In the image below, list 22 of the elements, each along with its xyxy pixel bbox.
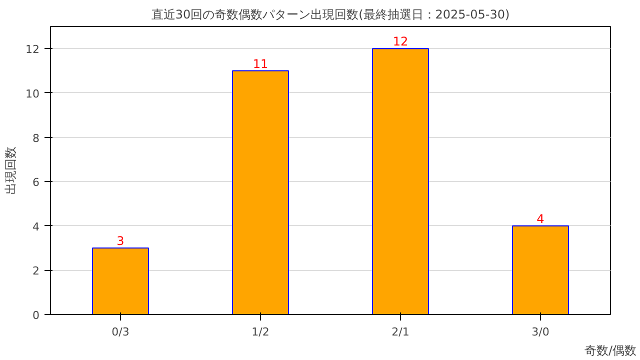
y-tick-label: 10 (26, 87, 40, 100)
x-axis-title: 奇数/偶数 (584, 344, 637, 358)
y-tick-label: 4 (32, 220, 40, 234)
bar (232, 70, 289, 314)
x-tick-label: 3/0 (532, 326, 550, 338)
data-label: 3 (116, 234, 124, 248)
bar (372, 48, 429, 314)
data-label: 12 (392, 34, 408, 49)
y-tick-label: 6 (32, 176, 40, 190)
y-tick-label: 8 (32, 132, 40, 145)
y-tick-label: 12 (26, 43, 40, 56)
y-tick-label: 2 (32, 264, 40, 278)
data-label: 11 (252, 56, 268, 71)
y-axis-title: 出現回数 (4, 146, 18, 194)
y-tick-label: 0 (32, 309, 40, 322)
bar (92, 248, 149, 314)
bar (512, 225, 569, 314)
x-tick-label: 1/2 (252, 326, 270, 338)
x-tick-label: 0/3 (112, 326, 130, 338)
x-tick-label: 2/1 (392, 326, 410, 338)
chart-title: 直近30回の奇数偶数パターン出現回数(最終抽選日：2025-05-30) (151, 8, 510, 22)
data-label: 4 (536, 212, 544, 226)
